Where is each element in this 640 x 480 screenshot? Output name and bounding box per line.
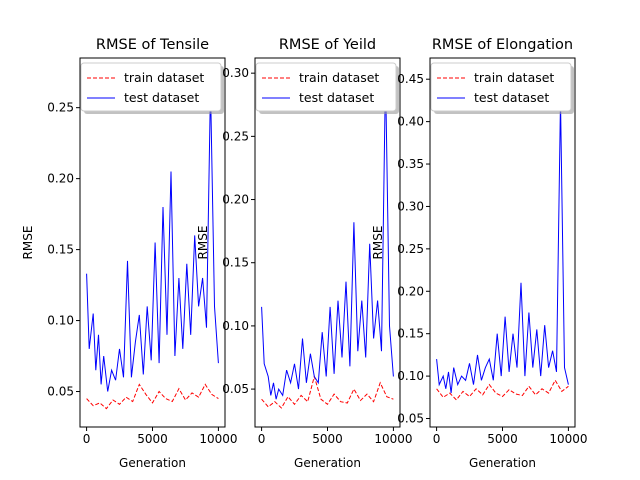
x-tick-label: 0 bbox=[83, 432, 91, 446]
legend-box bbox=[430, 62, 572, 112]
subplot-3: 0 5000 10000 0.05 0.10 0.15 0.20 0.25 0.30 0.35 0.… bbox=[371, 37, 588, 470]
y-tick-label: 0.10 bbox=[397, 369, 424, 383]
series-line-test bbox=[436, 100, 569, 394]
legend: train dataset test dataset bbox=[80, 62, 224, 114]
x-tick-label: 10000 bbox=[374, 432, 412, 446]
y-tick-label: 0.05 bbox=[397, 412, 424, 426]
y-tick-label: 0.15 bbox=[47, 243, 74, 257]
series-line-train bbox=[86, 383, 219, 410]
legend-label: test dataset bbox=[124, 90, 199, 105]
chart-title: RMSE of Tensile bbox=[96, 37, 209, 53]
x-axis-label: Generation bbox=[469, 456, 536, 470]
y-tick-label: 0.05 bbox=[222, 382, 249, 396]
y-tick-label: 0.25 bbox=[47, 101, 74, 115]
y-tick-label: 0.20 bbox=[222, 193, 249, 207]
legend: train dataset test dataset bbox=[255, 62, 399, 114]
y-tick-label: 0.30 bbox=[397, 199, 424, 213]
y-axis-label: RMSE bbox=[196, 226, 210, 260]
y-axis-label: RMSE bbox=[371, 226, 385, 260]
series-line-train bbox=[261, 374, 394, 409]
x-axis-label: Generation bbox=[119, 456, 186, 470]
legend: train dataset test dataset bbox=[430, 62, 574, 114]
x-tick-label: 5000 bbox=[487, 432, 518, 446]
y-tick-label: 0.20 bbox=[397, 284, 424, 298]
x-tick-label: 10000 bbox=[199, 432, 237, 446]
y-tick-label: 0.45 bbox=[397, 72, 424, 86]
legend-label: train dataset bbox=[474, 70, 554, 85]
chart-title: RMSE of Yeild bbox=[279, 37, 376, 53]
x-tick-label: 10000 bbox=[549, 432, 587, 446]
x-axis-label: Generation bbox=[294, 456, 361, 470]
x-tick-label: 0 bbox=[433, 432, 441, 446]
subplot-2: 0 5000 10000 0.05 0.10 0.15 0.20 0.25 0.30 RMSE o… bbox=[196, 37, 413, 470]
legend-label: train dataset bbox=[124, 70, 204, 85]
x-tick-label: 5000 bbox=[137, 432, 168, 446]
y-tick-label: 0.35 bbox=[397, 157, 424, 171]
y-tick-label: 0.20 bbox=[47, 172, 74, 186]
legend-box bbox=[255, 62, 397, 112]
legend-label: test dataset bbox=[299, 90, 374, 105]
y-tick-label: 0.10 bbox=[47, 314, 74, 328]
legend-label: train dataset bbox=[299, 70, 379, 85]
chart-title: RMSE of Elongation bbox=[432, 37, 573, 53]
y-tick-label: 0.15 bbox=[397, 327, 424, 341]
series-line-test bbox=[261, 73, 394, 400]
legend-box bbox=[80, 62, 222, 112]
y-tick-label: 0.30 bbox=[222, 66, 249, 80]
subplot-1: 0 5000 10000 0.05 0.10 0.15 0.20 0.25 RMSE of Te… bbox=[21, 37, 238, 470]
series-line-test bbox=[86, 86, 219, 392]
x-tick-label: 5000 bbox=[312, 432, 343, 446]
y-axis-label: RMSE bbox=[21, 226, 35, 260]
y-tick-label: 0.40 bbox=[397, 115, 424, 129]
y-tick-label: 0.10 bbox=[222, 319, 249, 333]
y-tick-label: 0.05 bbox=[47, 385, 74, 399]
x-tick-label: 0 bbox=[258, 432, 266, 446]
legend-label: test dataset bbox=[474, 90, 549, 105]
y-tick-label: 0.25 bbox=[397, 242, 424, 256]
y-tick-label: 0.25 bbox=[222, 129, 249, 143]
y-tick-label: 0.15 bbox=[222, 256, 249, 270]
series-line-train bbox=[436, 379, 569, 401]
